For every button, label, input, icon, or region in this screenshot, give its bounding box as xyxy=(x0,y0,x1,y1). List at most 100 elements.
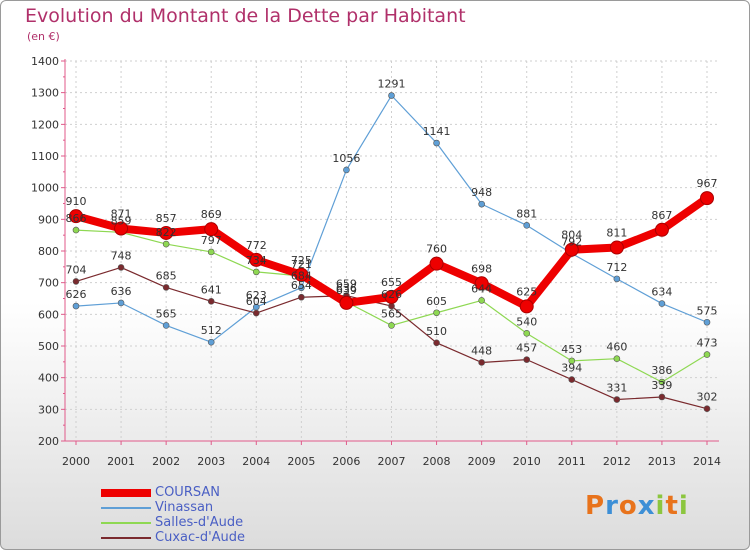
data-point xyxy=(388,322,395,329)
data-point xyxy=(69,209,83,224)
data-point xyxy=(433,139,440,147)
data-label: 639 xyxy=(336,284,357,297)
data-point xyxy=(249,252,264,267)
x-tick-label: 2008 xyxy=(423,455,451,468)
x-tick-label: 2007 xyxy=(378,455,406,468)
y-tick-label: 900 xyxy=(38,213,59,226)
legend-label: Salles-d'Aude xyxy=(155,515,244,530)
y-tick-label: 1300 xyxy=(31,87,59,100)
y-tick-label: 400 xyxy=(38,372,59,385)
data-label: 623 xyxy=(246,289,267,302)
legend-label: Cuxac-d'Aude xyxy=(155,530,246,545)
x-tick-label: 2004 xyxy=(242,455,270,468)
data-label: 811 xyxy=(606,227,627,240)
grid xyxy=(65,60,719,442)
legend-swatch xyxy=(101,521,151,524)
data-point xyxy=(519,299,534,314)
data-label: 386 xyxy=(651,364,672,377)
data-label: 604 xyxy=(246,295,267,308)
data-label: 512 xyxy=(201,324,222,337)
x-tick-label: 2006 xyxy=(332,455,360,468)
data-label: 967 xyxy=(697,177,718,190)
data-point xyxy=(433,309,440,317)
data-point xyxy=(388,92,395,99)
data-point xyxy=(117,264,125,271)
data-point xyxy=(703,318,711,326)
data-label: 859 xyxy=(111,214,132,227)
data-label: 636 xyxy=(111,285,132,298)
y-tick-label: 1000 xyxy=(31,182,59,195)
data-label: 636 xyxy=(336,282,357,295)
data-label: 869 xyxy=(201,208,222,221)
data-point xyxy=(703,405,711,413)
data-label: 510 xyxy=(426,325,447,338)
data-label: 448 xyxy=(471,344,492,357)
data-point xyxy=(613,355,621,362)
x-tick-label: 2002 xyxy=(152,455,180,468)
data-label: 634 xyxy=(651,286,672,299)
data-label: 1291 xyxy=(378,78,406,91)
x-tick-label: 2005 xyxy=(287,455,315,468)
data-point xyxy=(478,200,485,208)
x-tick-label: 2012 xyxy=(603,455,631,468)
data-point xyxy=(384,289,399,304)
data-labels: 910 871 857 869 772 725 636 655 760 698 625 804 811 8… xyxy=(66,78,718,404)
data-label: 331 xyxy=(606,382,627,395)
data-label: 302 xyxy=(697,391,718,404)
chart-title: Evolution du Montant de la Dette par Hab… xyxy=(25,5,466,27)
x-tick-label: 2010 xyxy=(513,455,541,468)
data-point xyxy=(162,240,170,248)
y-tick-label: 1400 xyxy=(31,55,59,68)
data-point xyxy=(298,293,305,301)
data-label: 804 xyxy=(561,229,582,242)
data-point xyxy=(658,378,666,386)
data-label: 644 xyxy=(471,282,492,295)
data-label: 654 xyxy=(291,279,312,292)
y-tick-label: 700 xyxy=(38,277,59,290)
data-point xyxy=(658,300,666,307)
data-label: 625 xyxy=(516,285,537,298)
legend-item: Cuxac-d'Aude xyxy=(101,530,245,545)
x-tick-label: 2009 xyxy=(468,455,496,468)
data-label: 575 xyxy=(697,304,718,317)
legend-item: Salles-d'Aude xyxy=(101,515,245,530)
y-tick-label: 1200 xyxy=(31,118,59,131)
legend-label: Vinassan xyxy=(155,500,214,515)
legend: COURSAN Vinassan Salles-d'Aude Cuxac-d'Aude xyxy=(101,485,245,545)
data-point xyxy=(613,396,621,403)
data-label: 626 xyxy=(66,288,87,301)
data-label: 453 xyxy=(561,343,582,356)
data-point xyxy=(207,298,215,305)
data-label: 910 xyxy=(66,195,87,208)
y-tick-label: 800 xyxy=(38,245,59,258)
data-label: 565 xyxy=(381,307,402,320)
data-point xyxy=(339,295,354,310)
data-label: 772 xyxy=(246,239,267,252)
data-point xyxy=(429,256,444,271)
data-point xyxy=(72,302,80,310)
x-tick-label: 2003 xyxy=(197,455,225,468)
data-label: 725 xyxy=(291,254,312,267)
data-point xyxy=(478,297,485,304)
data-label: 473 xyxy=(697,337,718,350)
data-point xyxy=(252,309,260,317)
chart-unit: (en €) xyxy=(27,30,60,43)
data-point xyxy=(564,242,579,257)
data-label: 684 xyxy=(291,270,312,283)
data-point xyxy=(568,376,576,383)
data-label: 871 xyxy=(111,208,132,221)
data-label: 797 xyxy=(201,234,222,247)
legend-swatch xyxy=(101,506,151,509)
data-point xyxy=(523,330,531,337)
legend-swatch xyxy=(101,488,151,497)
data-label: 704 xyxy=(66,263,87,276)
axes: 200 300 400 500 600 700 800 900 1000 1100 1200 1300… xyxy=(31,55,721,468)
data-point xyxy=(204,222,219,237)
data-point xyxy=(252,268,260,276)
data-point xyxy=(162,322,170,329)
data-label: 866 xyxy=(66,212,87,225)
data-point xyxy=(343,166,350,174)
data-label: 626 xyxy=(381,288,402,301)
x-tick-label: 2014 xyxy=(693,455,721,468)
